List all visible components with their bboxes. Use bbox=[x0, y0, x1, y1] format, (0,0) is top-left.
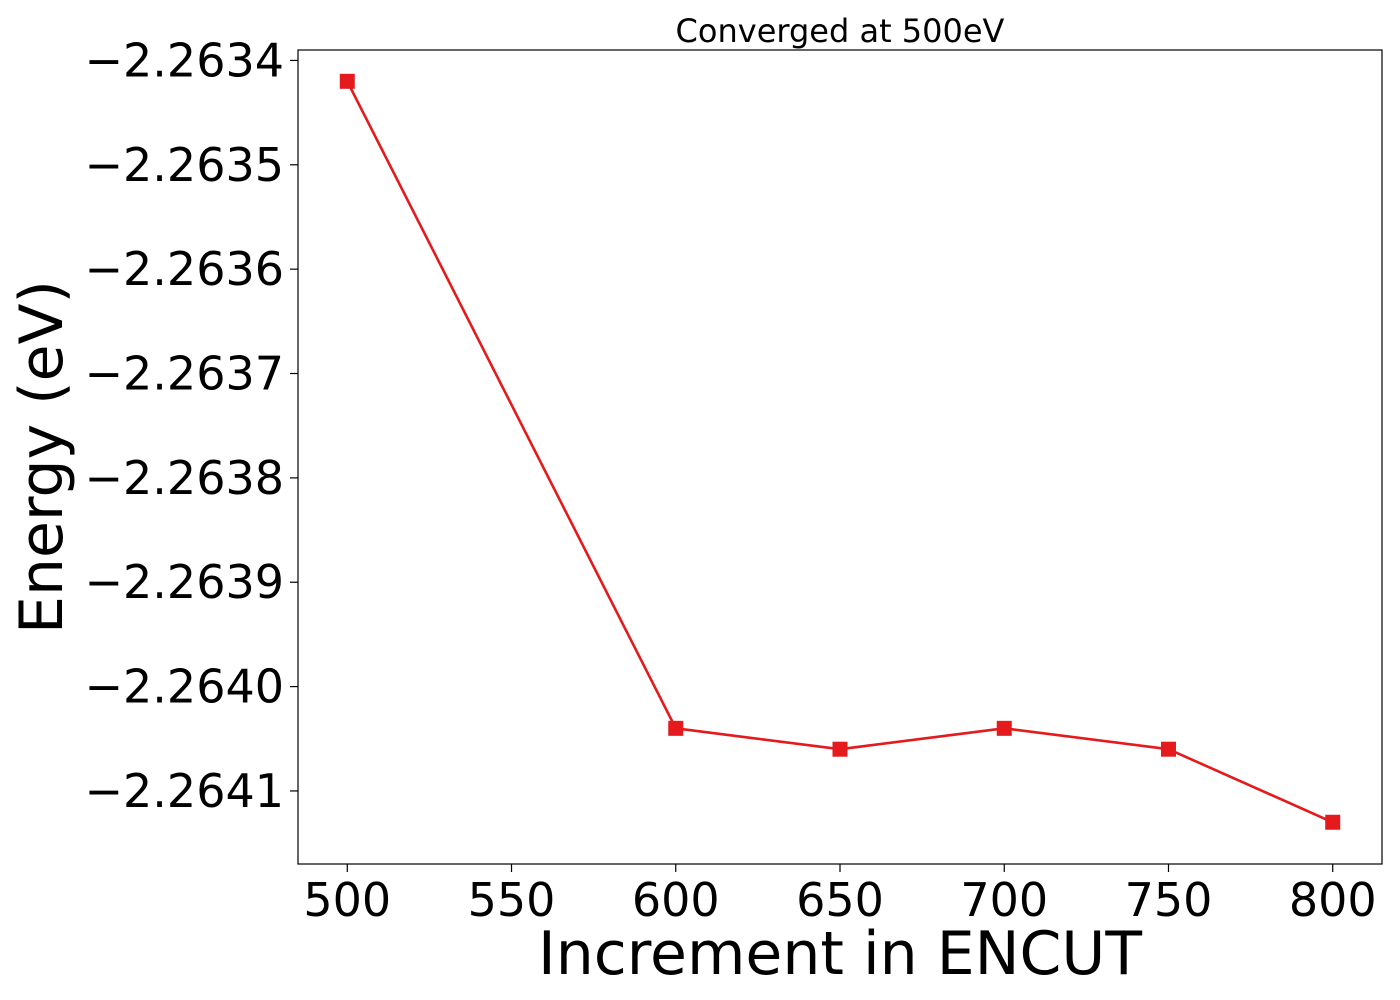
data-point-marker bbox=[1160, 741, 1176, 757]
y-tick-label: −2.2634 bbox=[85, 33, 285, 87]
x-tick-label: 550 bbox=[468, 873, 556, 927]
y-tick-label: −2.2641 bbox=[85, 764, 285, 818]
x-tick-label: 600 bbox=[632, 873, 720, 927]
y-tick-label: −2.2635 bbox=[85, 138, 285, 192]
x-tick-label: 700 bbox=[960, 873, 1048, 927]
x-tick-label: 500 bbox=[303, 873, 391, 927]
y-axis-ticks: −2.2634 −2.2635 −2.2636 −2.2637 −2.2638 −2.26… bbox=[85, 33, 298, 818]
y-tick-label: −2.2636 bbox=[85, 242, 285, 296]
x-tick-label: 650 bbox=[796, 873, 884, 927]
series-group bbox=[339, 73, 1341, 830]
x-axis-ticks: 500 550 600 650 700 750 800 bbox=[303, 864, 1377, 927]
y-tick-label: −2.2638 bbox=[85, 451, 285, 505]
y-tick-label: −2.2637 bbox=[85, 347, 285, 401]
data-point-marker bbox=[339, 73, 355, 89]
data-point-marker bbox=[996, 720, 1012, 736]
series-line bbox=[346, 80, 1334, 824]
x-tick-label: 750 bbox=[1125, 873, 1213, 927]
y-tick-label: −2.2640 bbox=[85, 660, 285, 714]
data-point-marker bbox=[832, 741, 848, 757]
chart-title: Converged at 500eV bbox=[676, 12, 1005, 50]
data-point-marker bbox=[668, 720, 684, 736]
y-axis-title: Energy (eV) bbox=[7, 280, 77, 634]
x-tick-label: 800 bbox=[1289, 873, 1377, 927]
data-point-marker bbox=[1325, 814, 1341, 830]
x-axis-title: Increment in ENCUT bbox=[538, 919, 1142, 989]
y-tick-label: −2.2639 bbox=[85, 555, 285, 609]
